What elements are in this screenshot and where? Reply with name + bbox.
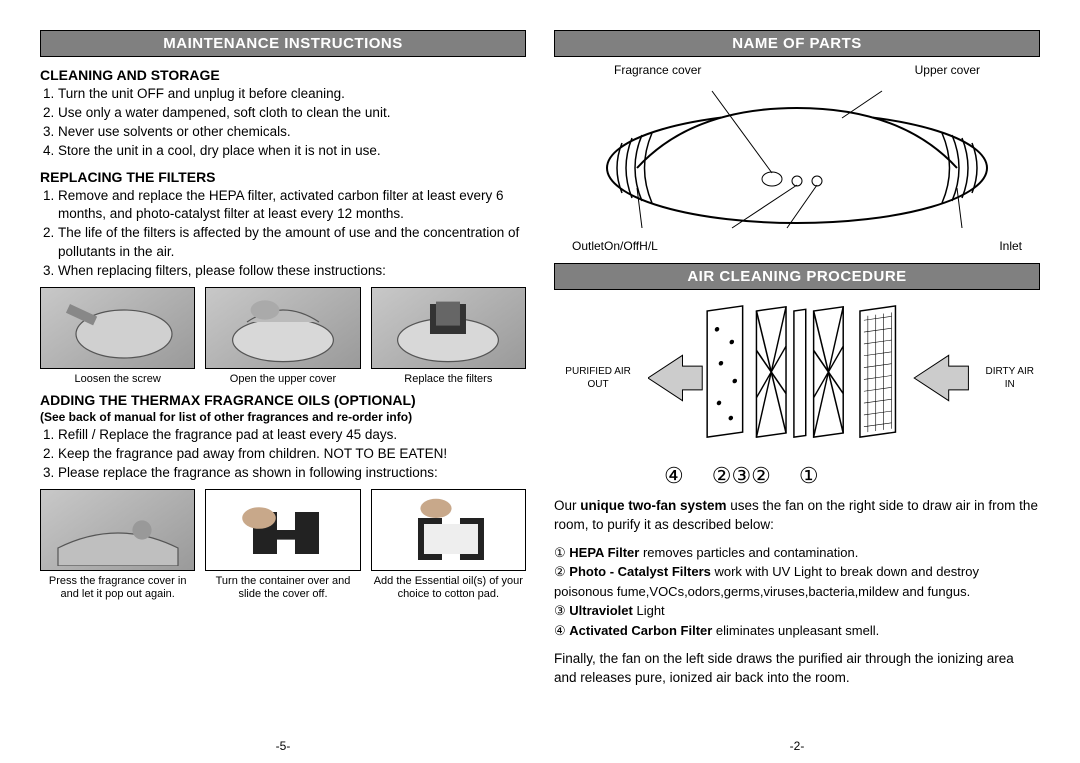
num-4: ④: [664, 463, 684, 489]
label-upper-cover: Upper cover: [915, 63, 980, 77]
intro-paragraph: Our unique two-fan system uses the fan o…: [554, 497, 1040, 535]
filter-figure-row: Loosen the screw Open the upper cover Re…: [40, 287, 526, 386]
figure-caption: Loosen the screw: [75, 373, 161, 386]
left-column: MAINTENANCE INSTRUCTIONS CLEANING AND ST…: [40, 30, 526, 753]
figure-caption: Replace the filters: [404, 373, 492, 386]
filter-line: ② Photo - Catalyst Filters work with UV …: [554, 562, 1040, 601]
air-flow-diagram: PURIFIED AIR OUT: [554, 300, 1040, 455]
photo-press-cover: [40, 489, 195, 571]
parts-diagram: [554, 83, 1040, 233]
outro-paragraph: Finally, the fan on the left side draws …: [554, 650, 1040, 688]
list-item: Never use solvents or other chemicals.: [58, 123, 526, 142]
photo-replace-filters: [371, 287, 526, 369]
list-item: Refill / Replace the fragrance pad at le…: [58, 426, 526, 445]
filter-line: ④ Activated Carbon Filter eliminates unp…: [554, 621, 1040, 641]
figure: Replace the filters: [371, 287, 526, 386]
photo-add-oils: [371, 489, 526, 571]
figure: Loosen the screw: [40, 287, 195, 386]
label-outlet: Outlet: [572, 239, 604, 253]
list-item: The life of the filters is affected by t…: [58, 224, 526, 262]
page-number: -2-: [554, 739, 1040, 753]
photo-loosen-screw: [40, 287, 195, 369]
parts-bottom-labels: Outlet On/Off H/L Inlet: [554, 239, 1040, 253]
label-air-out: PURIFIED AIR OUT: [554, 365, 642, 391]
list-item: Please replace the fragrance as shown in…: [58, 464, 526, 483]
list-item: Use only a water dampened, soft cloth to…: [58, 104, 526, 123]
fragrance-title: ADDING THE THERMAX FRAGRANCE OILS (OPTIO…: [40, 392, 526, 408]
filter-line: ③ Ultraviolet Light: [554, 601, 1040, 621]
label-inlet: Inlet: [999, 239, 1022, 253]
figure: Turn the container over and slide the co…: [205, 489, 360, 601]
parts-header: NAME OF PARTS: [554, 30, 1040, 57]
filter-line: ① HEPA Filter removes particles and cont…: [554, 543, 1040, 563]
num-1: ①: [799, 463, 819, 489]
maintenance-header: MAINTENANCE INSTRUCTIONS: [40, 30, 526, 57]
parts-top-labels: Fragrance cover Upper cover: [554, 63, 1040, 79]
figure-caption: Open the upper cover: [230, 373, 336, 386]
label-onoff: On/Off: [604, 239, 639, 253]
cleaning-title: CLEANING AND STORAGE: [40, 67, 526, 83]
label-fragrance-cover: Fragrance cover: [614, 63, 701, 77]
label-air-in: DIRTY AIR IN: [980, 365, 1040, 391]
page-number: -5-: [40, 739, 526, 753]
figure: Open the upper cover: [205, 287, 360, 386]
page: MAINTENANCE INSTRUCTIONS CLEANING AND ST…: [0, 0, 1080, 763]
fragrance-note: (See back of manual for list of other fr…: [40, 410, 526, 424]
figure-caption: Turn the container over and slide the co…: [205, 575, 360, 601]
list-item: Remove and replace the HEPA filter, acti…: [58, 187, 526, 225]
list-item: When replacing filters, please follow th…: [58, 262, 526, 281]
photo-turn-container: [205, 489, 360, 571]
air-procedure-header: AIR CLEANING PROCEDURE: [554, 263, 1040, 290]
filter-descriptions: ① HEPA Filter removes particles and cont…: [554, 543, 1040, 641]
replacing-list: Remove and replace the HEPA filter, acti…: [40, 187, 526, 281]
list-item: Keep the fragrance pad away from childre…: [58, 445, 526, 464]
replacing-title: REPLACING THE FILTERS: [40, 169, 526, 185]
list-item: Turn the unit OFF and unplug it before c…: [58, 85, 526, 104]
cleaning-list: Turn the unit OFF and unplug it before c…: [40, 85, 526, 161]
figure-caption: Press the fragrance cover in and let it …: [40, 575, 195, 601]
right-column: NAME OF PARTS Fragrance cover Upper cove…: [554, 30, 1040, 753]
fragrance-list: Refill / Replace the fragrance pad at le…: [40, 426, 526, 483]
filter-number-row: ④ ②③② ①: [554, 463, 1040, 489]
figure: Add the Essential oil(s) of your choice …: [371, 489, 526, 601]
figure-caption: Add the Essential oil(s) of your choice …: [371, 575, 526, 601]
label-hl: H/L: [639, 239, 658, 253]
fragrance-figure-row: Press the fragrance cover in and let it …: [40, 489, 526, 601]
figure: Press the fragrance cover in and let it …: [40, 489, 195, 601]
num-232: ②③②: [712, 463, 771, 489]
photo-open-cover: [205, 287, 360, 369]
list-item: Store the unit in a cool, dry place when…: [58, 142, 526, 161]
